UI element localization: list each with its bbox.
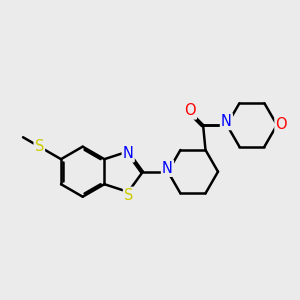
- Text: O: O: [275, 118, 287, 133]
- Text: S: S: [124, 188, 133, 203]
- Text: N: N: [221, 114, 232, 129]
- Text: N: N: [123, 146, 134, 161]
- Text: S: S: [34, 139, 44, 154]
- Text: N: N: [162, 161, 173, 176]
- Text: O: O: [184, 103, 196, 118]
